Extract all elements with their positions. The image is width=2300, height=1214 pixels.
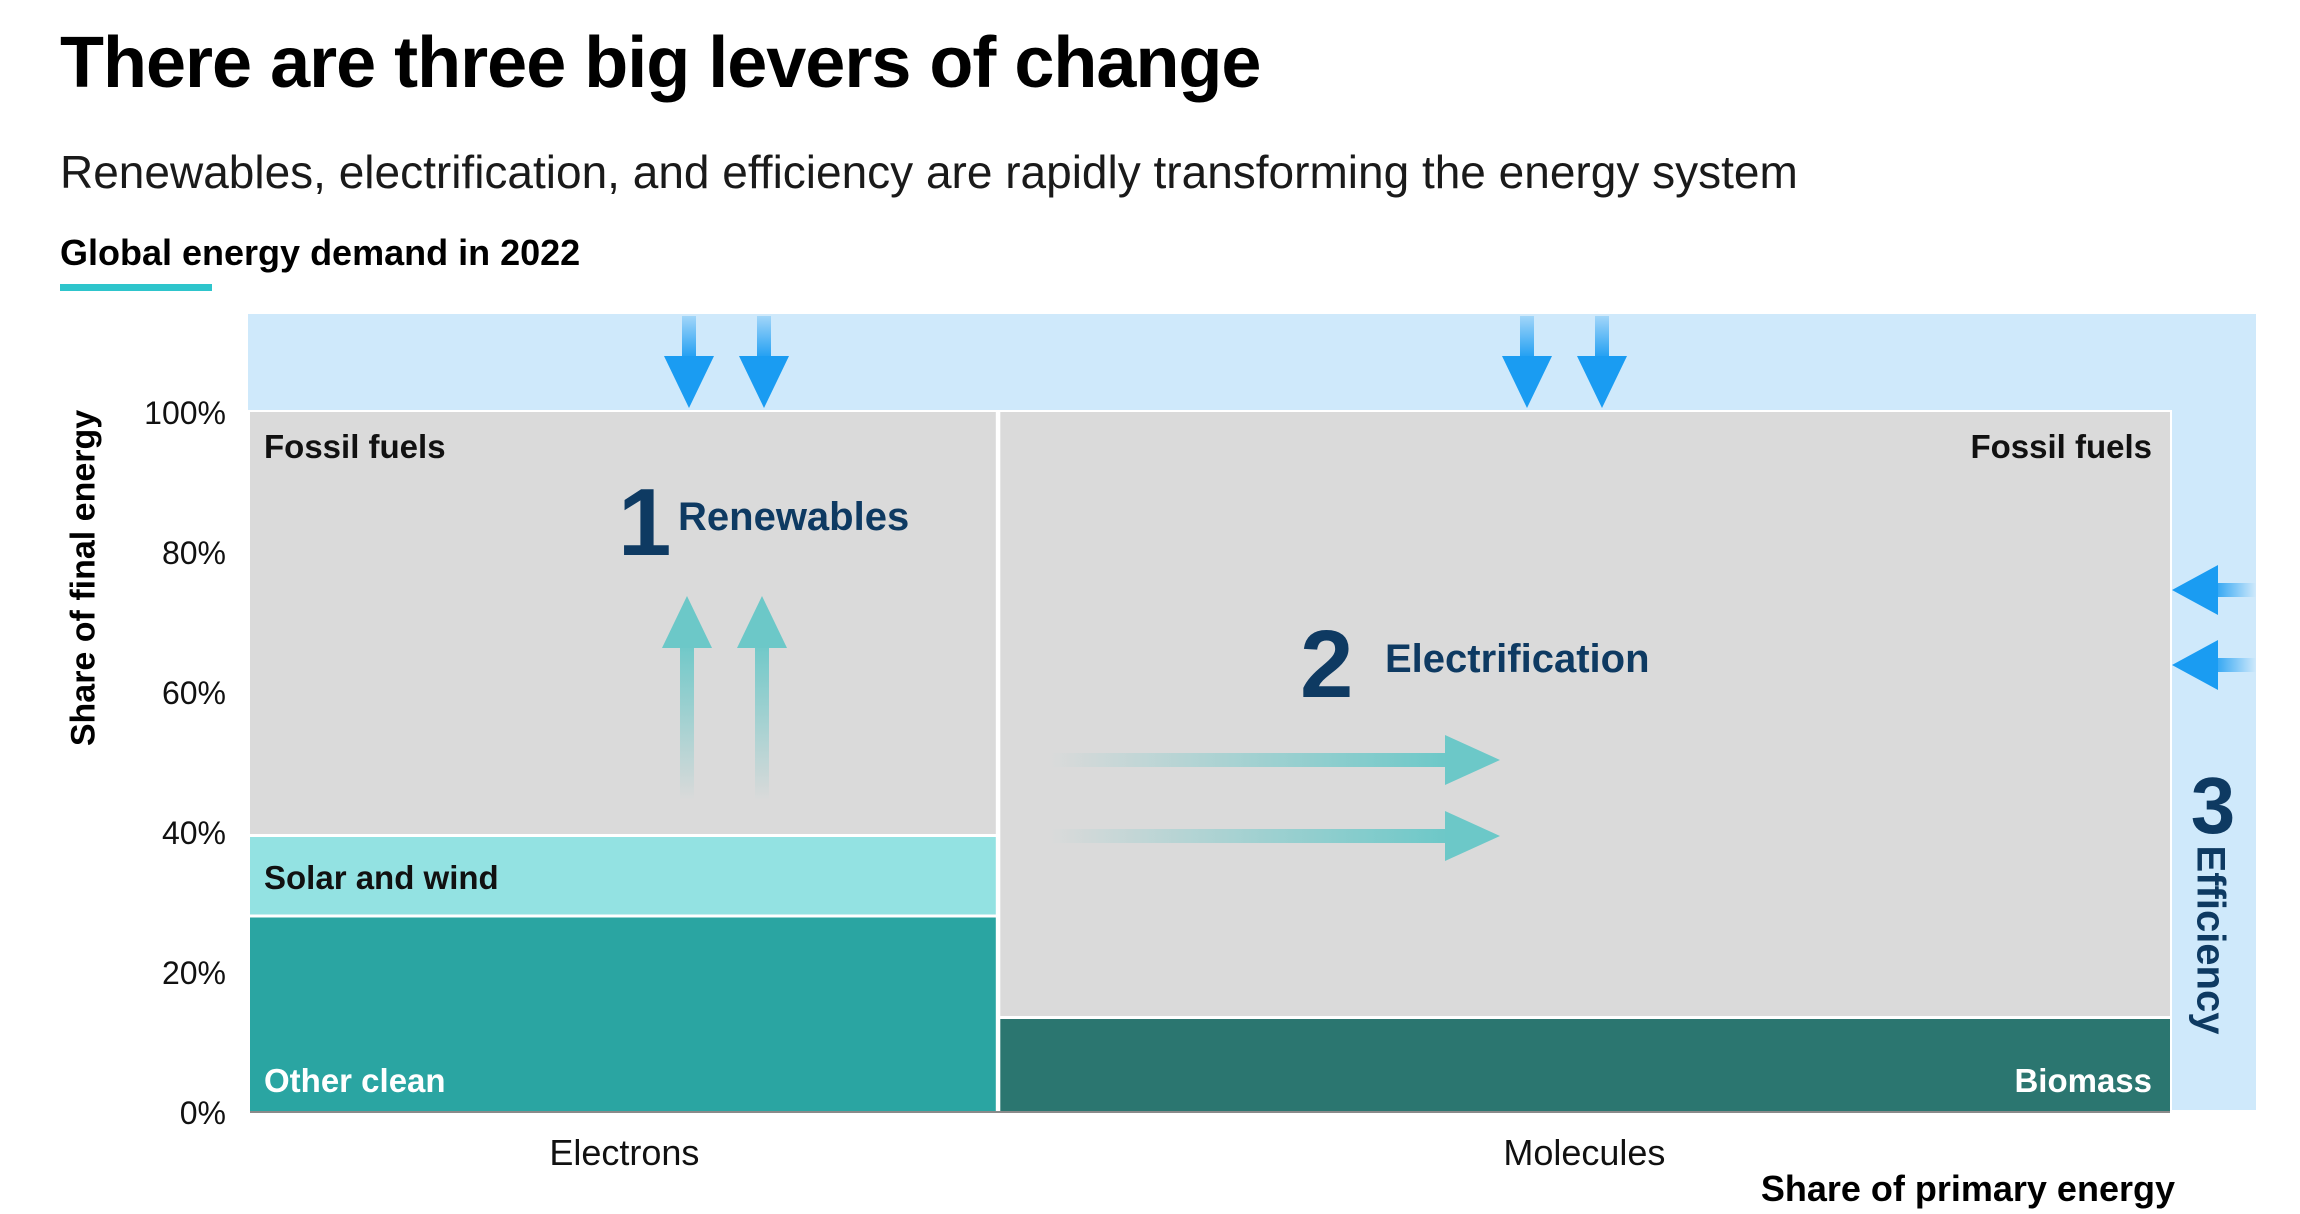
- electrification-arrows: [1050, 735, 1500, 861]
- electrification-arrow-2-head: [1445, 811, 1500, 861]
- bar-electrons-fossil-fuels: [250, 412, 996, 834]
- label-electrons-solar-and-wind: Solar and wind: [264, 859, 499, 896]
- chart-title: There are three big levers of change: [60, 23, 1261, 103]
- label-electrons-other-clean: Other clean: [264, 1062, 446, 1099]
- efficiency-down-arrow-1-shaft: [682, 316, 696, 360]
- efficiency-left-arrow-2-head: [2172, 640, 2218, 690]
- electrification-arrow-1-head: [1445, 735, 1500, 785]
- lever-2-label: Electrification: [1385, 637, 1650, 681]
- y-tick-0: 0%: [180, 1095, 226, 1131]
- efficiency-left-arrow-1-shaft: [2210, 583, 2256, 597]
- lever-3-number: 3: [2191, 761, 2236, 850]
- bar-electrons-solar-and-wind: [250, 837, 996, 915]
- x-axis-title: Share of primary energy: [1760, 1168, 2175, 1209]
- efficiency-down-arrow-3-head: [1502, 356, 1552, 408]
- chart-subtitle: Renewables, electrification, and efficie…: [60, 146, 1798, 198]
- electrification-arrow-2-shaft: [1050, 829, 1450, 843]
- y-tick-60: 60%: [162, 675, 226, 711]
- lever-2-number: 2: [1300, 611, 1353, 718]
- efficiency-down-arrow-3-shaft: [1520, 316, 1534, 360]
- efficiency-down-arrow-2-shaft: [757, 316, 771, 360]
- efficiency-left-arrows: [2172, 565, 2256, 690]
- lever-3-label: Efficiency: [2188, 845, 2233, 1035]
- y-tick-20: 20%: [162, 955, 226, 991]
- efficiency-down-arrow-1-head: [664, 356, 714, 408]
- efficiency-band: [248, 314, 2256, 1110]
- efficiency-down-arrow-4-shaft: [1595, 316, 1609, 360]
- y-tick-40: 40%: [162, 815, 226, 851]
- efficiency-left-arrow-2-shaft: [2210, 658, 2256, 672]
- efficiency-down-arrows: [664, 316, 1627, 408]
- y-tick-100: 100%: [144, 395, 226, 431]
- renewables-arrow-1-head: [662, 596, 712, 648]
- y-axis-title: Share of final energy: [64, 409, 103, 747]
- bar-electrons-other-clean: [250, 917, 996, 1112]
- renewables-arrow-1-shaft: [680, 640, 694, 800]
- y-tick-80: 80%: [162, 535, 226, 571]
- column-label-molecules: Molecules: [1503, 1132, 1665, 1173]
- electrification-arrow-1-shaft: [1050, 753, 1450, 767]
- renewables-arrow-2-shaft: [755, 640, 769, 800]
- section-label: Global energy demand in 2022: [60, 232, 581, 273]
- lever-1-number: 1: [618, 469, 671, 576]
- label-molecules-biomass: Biomass: [2014, 1062, 2152, 1099]
- renewables-arrow-2-head: [737, 596, 787, 648]
- column-label-electrons: Electrons: [549, 1132, 699, 1173]
- label-electrons-fossil-fuels: Fossil fuels: [264, 428, 446, 465]
- lever-1-label: Renewables: [678, 495, 909, 539]
- renewables-arrows: [662, 596, 787, 800]
- bar-molecules-fossil-fuels: [1000, 412, 2170, 1016]
- label-molecules-fossil-fuels: Fossil fuels: [1970, 428, 2152, 465]
- section-underline: [60, 284, 212, 291]
- efficiency-down-arrow-4-head: [1577, 356, 1627, 408]
- efficiency-down-arrow-2-head: [739, 356, 789, 408]
- bar-molecules-biomass: [1000, 1019, 2170, 1112]
- efficiency-left-arrow-1-head: [2172, 565, 2218, 615]
